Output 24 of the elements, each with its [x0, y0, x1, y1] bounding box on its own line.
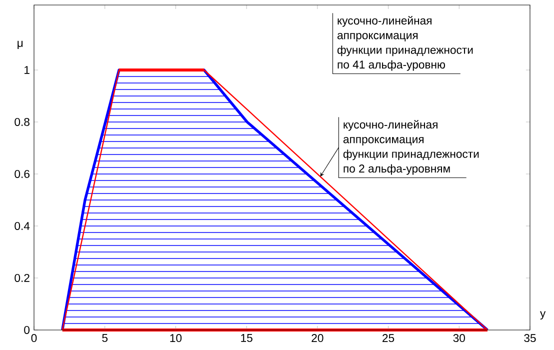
annotation: функции принадлежности [343, 150, 479, 160]
x-tick-label: 15 [241, 334, 252, 342]
annotation: аппроксимация [343, 137, 424, 146]
y-axis-title: μ [18, 40, 23, 50]
x-tick-label: 20 [312, 334, 324, 342]
x-tick-label: 5 [102, 334, 108, 342]
annotation: по 2 альфа-уровням [344, 164, 450, 175]
y-tick-label: 0.4 [14, 222, 30, 230]
x-tick-label: 10 [170, 334, 182, 342]
annotation: кусочно-линейная [344, 120, 438, 131]
x-axis-title: y [540, 311, 546, 320]
y-tick-label: 1 [24, 66, 30, 74]
annotation: функции принадлежности [337, 46, 473, 56]
x-tick-label: 35 [524, 334, 536, 342]
x-tick-label: 30 [453, 334, 465, 342]
y-tick-label: 0.2 [14, 274, 30, 282]
y-tick-label: 0.6 [14, 170, 30, 178]
annotation: кусочно-линейная [338, 16, 432, 27]
annotation: по 41 альфа-уровню [338, 60, 446, 71]
x-tick-label: 0 [31, 334, 37, 342]
y-tick-label: 0.8 [14, 118, 30, 126]
annotation: аппроксимация [337, 33, 418, 42]
x-tick-label: 25 [382, 334, 394, 342]
y-tick-label: 0 [24, 326, 30, 334]
